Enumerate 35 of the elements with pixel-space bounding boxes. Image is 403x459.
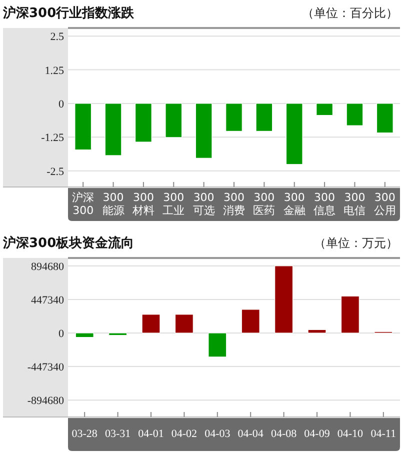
- x-tick-label: 300 电信: [344, 191, 366, 217]
- x-tick-label: 300 能源: [102, 191, 124, 217]
- x-tick-label: 04-10: [337, 428, 364, 440]
- y-tick-label: 1.25: [44, 64, 64, 77]
- y-tick-label: 0: [58, 328, 64, 340]
- chart-title: 沪深300行业指数涨跌: [2, 5, 136, 21]
- x-tick-label: 03-28: [72, 428, 98, 440]
- x-tick-label: 03-31: [104, 428, 131, 440]
- x-tick-label: 04-04: [238, 428, 264, 440]
- x-tick-label: 300 消费: [223, 191, 245, 217]
- y-tick-label: -1.25: [41, 132, 64, 144]
- chart-title: 沪深300板块资金流向: [2, 235, 134, 251]
- x-tick-label: 300 医药: [253, 191, 276, 217]
- x-tick-label: 300 工业: [162, 191, 185, 217]
- y-tick-label: -2.5: [46, 166, 64, 178]
- x-tick-label: 300 公用: [374, 191, 396, 217]
- x-tick-label: 300 可选: [192, 191, 215, 217]
- y-tick-label: 0: [58, 98, 64, 110]
- y-tick-label: 447340: [31, 294, 64, 306]
- y-tick-label: -447340: [27, 362, 64, 374]
- y-tick-label: 894680: [31, 260, 64, 273]
- x-tick-label: 300 信息: [314, 191, 336, 217]
- chart-subtitle: （单位：万元）: [314, 236, 398, 250]
- chart-subtitle: （单位：百分比）: [302, 6, 398, 20]
- x-tick-label: 04-03: [204, 428, 231, 440]
- x-tick-label: 300 金融: [283, 191, 306, 217]
- x-tick-label: 04-11: [370, 428, 396, 440]
- x-tick-label: 沪深 300: [72, 191, 94, 217]
- x-tick-label: 04-02: [171, 428, 198, 440]
- x-tick-label: 04-01: [138, 428, 164, 440]
- y-tick-label: -894680: [27, 395, 64, 408]
- x-tick-label: 04-08: [270, 428, 298, 440]
- y-tick-label: 2.5: [50, 31, 64, 44]
- x-tick-label: 300 材料: [131, 191, 154, 217]
- x-tick-label: 04-09: [304, 428, 330, 440]
